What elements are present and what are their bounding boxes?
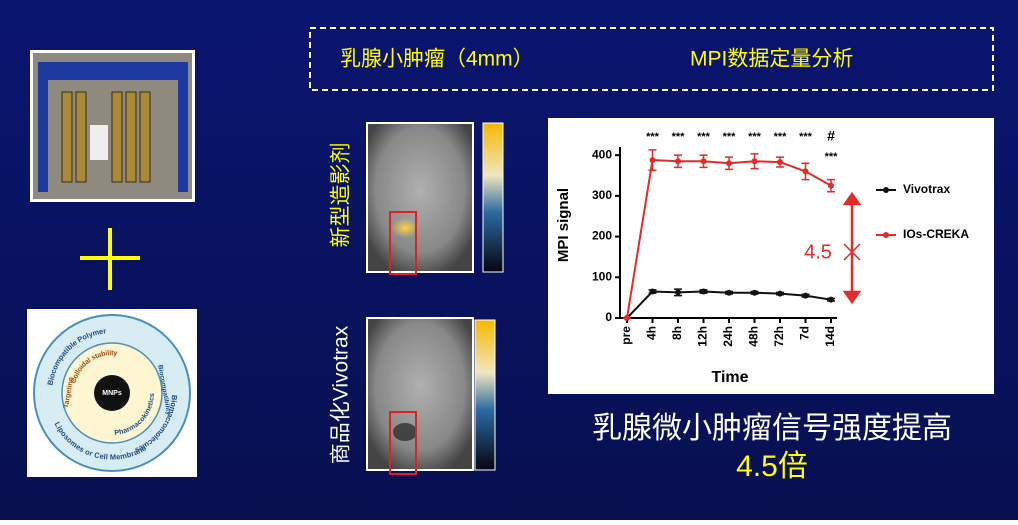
x-tick-label: 24h	[721, 326, 735, 347]
mri-image	[366, 317, 474, 475]
y-tick-label: 0	[605, 310, 612, 324]
data-point	[726, 289, 732, 296]
data-point	[777, 290, 783, 297]
x-axis-label: Time	[711, 369, 748, 386]
data-point	[675, 289, 681, 296]
legend-marker	[883, 187, 889, 193]
x-tick-label: 8h	[670, 326, 684, 340]
data-point	[751, 289, 758, 296]
label-new: 新型造影剂	[330, 143, 353, 248]
header-box	[309, 27, 994, 91]
diagram-center: MNPs	[102, 390, 122, 397]
data-point	[751, 158, 758, 165]
data-point	[700, 158, 707, 165]
x-tick-label: 7d	[798, 326, 812, 340]
chart-panel	[548, 118, 994, 394]
data-point	[649, 288, 656, 295]
data-point	[624, 315, 630, 321]
x-tick-label: 4h	[645, 326, 659, 340]
data-point	[649, 157, 656, 164]
x-tick-label: 12h	[696, 326, 710, 347]
y-axis-label: MPI signal	[555, 188, 572, 262]
data-point	[802, 168, 809, 175]
device-photo	[30, 50, 195, 202]
data-point	[802, 292, 809, 299]
header-left: 乳腺小肿瘤（4mm）	[340, 48, 534, 71]
data-point	[726, 160, 732, 167]
annotation: ***	[672, 131, 686, 143]
y-tick-label: 200	[592, 229, 612, 243]
x-tick-label: 14d	[823, 326, 837, 347]
annotation: ***	[697, 131, 711, 143]
fold-label: 4.5	[804, 241, 832, 263]
annotation: ***	[748, 131, 762, 143]
x-tick-label: 72h	[772, 326, 786, 347]
annotation: ***	[723, 131, 737, 143]
mnp-diagram: MNPs Biocompatible Polymer Biomacromolec…	[27, 309, 197, 477]
conclusion-highlight: 4.5倍	[736, 450, 808, 483]
legend-marker	[883, 232, 889, 238]
annotation: #	[827, 128, 835, 144]
data-point	[675, 158, 681, 165]
annotation: ***	[799, 131, 813, 143]
annotation: ***	[646, 131, 660, 143]
data-point	[777, 159, 783, 166]
x-tick-label: 48h	[747, 326, 761, 347]
annotation: ***	[825, 151, 839, 163]
y-tick-label: 100	[592, 269, 612, 283]
fold-arrow	[842, 191, 862, 305]
mri-image	[366, 122, 474, 275]
conclusion: 乳腺微小肿瘤信号强度提高	[592, 412, 952, 445]
data-point	[828, 296, 834, 303]
x-tick-label: pre	[619, 326, 633, 345]
data-point	[700, 288, 707, 295]
data-point	[828, 182, 834, 189]
colorbar	[482, 122, 504, 273]
header-right: MPI数据定量分析	[690, 48, 853, 71]
legend-label: Vivotrax	[903, 182, 950, 196]
y-tick-label: 300	[592, 188, 612, 202]
label-commercial: 商品化Vivotrax	[330, 325, 353, 464]
annotation: ***	[774, 131, 788, 143]
y-tick-label: 400	[592, 147, 612, 161]
colorbar	[474, 319, 496, 471]
legend-label: IOs-CREKA	[903, 227, 969, 241]
plus-sign	[80, 228, 140, 290]
